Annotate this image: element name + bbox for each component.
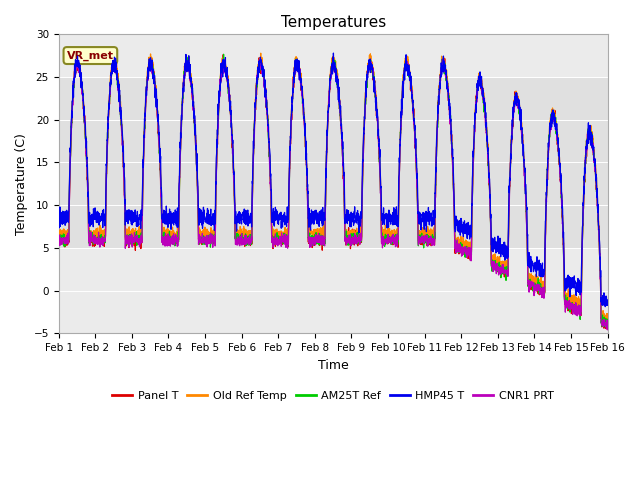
Bar bbox=[59, 77, 607, 248]
Legend: Panel T, Old Ref Temp, AM25T Ref, HMP45 T, CNR1 PRT: Panel T, Old Ref Temp, AM25T Ref, HMP45 … bbox=[108, 387, 558, 406]
Title: Temperatures: Temperatures bbox=[280, 15, 386, 30]
Y-axis label: Temperature (C): Temperature (C) bbox=[15, 133, 28, 235]
Text: VR_met: VR_met bbox=[67, 50, 114, 60]
X-axis label: Time: Time bbox=[318, 359, 349, 372]
